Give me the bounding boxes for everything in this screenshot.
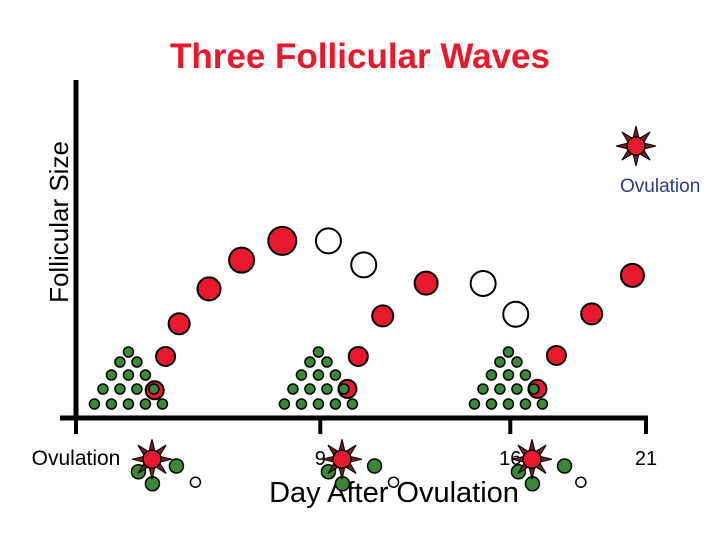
subordinate-follicle bbox=[494, 383, 506, 395]
dominant-follicle bbox=[228, 246, 256, 274]
ovulation-starburst bbox=[615, 125, 657, 167]
subordinate-follicle bbox=[485, 398, 498, 410]
subordinate-follicle bbox=[502, 369, 515, 381]
subordinate-follicle bbox=[105, 369, 118, 381]
subordinate-follicle bbox=[329, 369, 342, 381]
subordinate-follicle bbox=[519, 369, 532, 381]
subordinate-follicle bbox=[148, 383, 160, 395]
dominant-follicle bbox=[155, 345, 177, 367]
dominant-follicle bbox=[545, 344, 567, 366]
subordinate-follicle bbox=[477, 383, 489, 395]
subordinate-follicle bbox=[312, 398, 325, 410]
dominant-follicle bbox=[619, 262, 645, 288]
subordinate-follicle bbox=[575, 476, 587, 488]
subordinate-follicle bbox=[131, 383, 143, 395]
subordinate-follicle bbox=[114, 356, 126, 368]
subordinate-follicle bbox=[278, 398, 291, 410]
starburst-follicle bbox=[142, 449, 162, 469]
ovulation-annotation: Ovulation bbox=[620, 176, 700, 197]
dominant-follicle bbox=[196, 276, 222, 302]
subordinate-follicle bbox=[139, 369, 152, 381]
regressing-follicle bbox=[502, 300, 530, 328]
x-tick-label: 21 bbox=[635, 448, 657, 470]
subordinate-follicle bbox=[519, 398, 532, 410]
dominant-follicle bbox=[580, 302, 604, 326]
subordinate-follicle bbox=[97, 383, 109, 395]
subordinate-follicle bbox=[139, 398, 152, 410]
ovulation-starburst bbox=[321, 439, 363, 480]
starburst-follicle bbox=[332, 449, 352, 469]
subordinate-follicle bbox=[321, 356, 333, 368]
subordinate-follicle bbox=[528, 383, 540, 395]
subordinate-follicle bbox=[287, 383, 299, 395]
subordinate-follicle bbox=[131, 356, 143, 368]
chart-title: Three Follicular Waves bbox=[170, 37, 550, 76]
subordinate-follicle bbox=[502, 398, 515, 410]
subordinate-follicle bbox=[329, 398, 342, 410]
regressing-follicle bbox=[350, 251, 378, 279]
x-tick-label: Ovulation bbox=[32, 447, 121, 470]
subordinate-follicle bbox=[105, 398, 118, 410]
subordinate-follicle bbox=[366, 458, 383, 474]
subordinate-follicle bbox=[304, 383, 316, 395]
regressing-follicle bbox=[469, 269, 497, 297]
subordinate-follicle bbox=[321, 383, 333, 395]
subordinate-follicle bbox=[511, 356, 523, 368]
subordinate-follicle bbox=[156, 398, 169, 410]
x-tick-label: 9 bbox=[315, 448, 326, 470]
chart-marks bbox=[88, 125, 657, 492]
starburst-follicle bbox=[626, 136, 646, 156]
subordinate-follicle bbox=[387, 476, 400, 488]
subordinate-follicle bbox=[295, 398, 308, 410]
subordinate-follicle bbox=[312, 369, 325, 381]
starburst-follicle bbox=[522, 449, 542, 469]
ovulation-starburst bbox=[511, 439, 553, 480]
subordinate-follicle bbox=[295, 369, 308, 381]
subordinate-follicle bbox=[189, 476, 202, 488]
dominant-follicle bbox=[347, 345, 369, 367]
dominant-follicle bbox=[267, 225, 298, 256]
subordinate-follicle bbox=[502, 346, 515, 358]
subordinate-follicle bbox=[556, 458, 573, 474]
subordinate-follicle bbox=[122, 398, 135, 410]
subordinate-follicle bbox=[536, 398, 549, 410]
y-axis-label: Follicular Size bbox=[44, 141, 74, 303]
subordinate-follicle bbox=[468, 398, 481, 410]
subordinate-follicle bbox=[494, 356, 506, 368]
subordinate-follicle bbox=[122, 346, 135, 358]
subordinate-follicle bbox=[511, 383, 523, 395]
subordinate-follicle bbox=[485, 369, 498, 381]
x-axis-ticks: Ovulation 9 16 21 bbox=[32, 418, 657, 470]
subordinate-follicle bbox=[122, 369, 135, 381]
dominant-follicle bbox=[167, 312, 191, 336]
subordinate-follicle bbox=[88, 398, 101, 410]
subordinate-follicle bbox=[346, 398, 359, 410]
subordinate-follicle bbox=[338, 383, 350, 395]
dominant-follicle bbox=[371, 304, 395, 328]
subordinate-follicle bbox=[312, 346, 325, 358]
ovulation-starburst bbox=[131, 439, 173, 480]
subordinate-follicle bbox=[304, 356, 316, 368]
dominant-follicle bbox=[413, 270, 439, 296]
subordinate-follicle bbox=[168, 458, 185, 474]
subordinate-follicle bbox=[114, 383, 126, 395]
regressing-follicle bbox=[314, 227, 342, 255]
